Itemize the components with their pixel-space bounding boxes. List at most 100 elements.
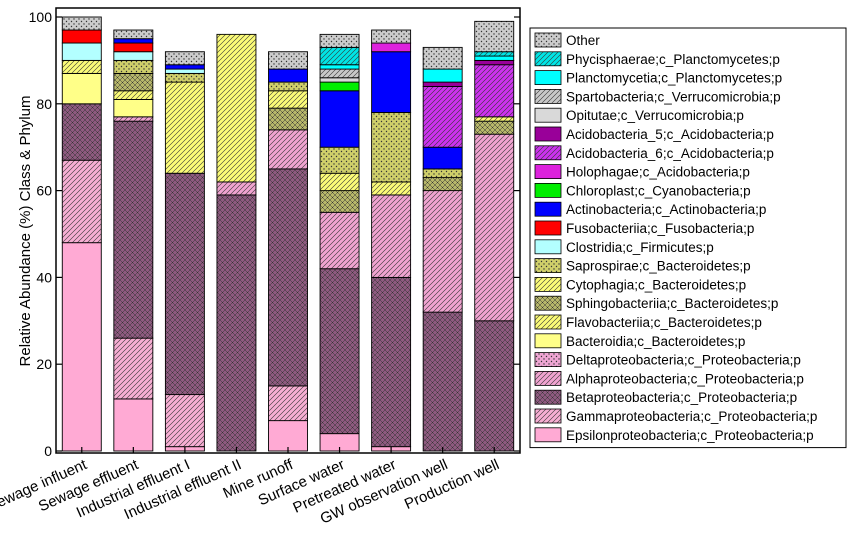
bar-segment xyxy=(474,51,515,57)
legend-entry: Saprospirae;c_Bacteroidetes;p xyxy=(566,259,751,274)
bar-segment xyxy=(422,146,463,170)
legend-entry: Epsilonproteobacteria;c_Proteobacteria;p xyxy=(566,428,814,443)
legend-swatch xyxy=(534,201,562,217)
bar-segment xyxy=(268,90,308,109)
bar-segment xyxy=(371,194,412,278)
legend-swatch xyxy=(534,295,562,311)
bar-segment xyxy=(371,112,412,183)
bar-segment xyxy=(422,177,463,192)
bar-segment xyxy=(319,90,360,148)
bar-segment xyxy=(268,129,308,170)
bar-segment xyxy=(422,46,463,70)
bar-segment xyxy=(422,68,463,83)
bar-segment xyxy=(268,107,308,131)
bar-segment xyxy=(61,72,102,105)
bars-group xyxy=(61,16,515,452)
legend-swatch xyxy=(534,51,562,67)
bar-segment xyxy=(474,20,515,53)
bar-segment xyxy=(113,337,154,400)
bar-segment xyxy=(113,116,154,122)
legend-entry: Cytophagia;c_Bacteroidetes;p xyxy=(566,277,746,292)
bar-segment xyxy=(319,268,360,435)
bar-segment xyxy=(164,68,205,74)
legend-swatch xyxy=(534,258,562,274)
legend-swatch xyxy=(534,164,562,180)
bar-segment xyxy=(319,33,360,48)
bar-segment xyxy=(61,42,102,61)
legend-swatch xyxy=(534,370,562,386)
bar-segment xyxy=(268,420,308,452)
legend-entry: Phycisphaerae;c_Planctomycetes;p xyxy=(566,52,780,67)
bar-segment xyxy=(164,72,205,83)
legend-swatch xyxy=(534,389,562,405)
legend-entry: Clostridia;c_Firmicutes;p xyxy=(566,240,714,255)
legend-entry: Acidobacteria_6;c_Acidobacteria;p xyxy=(566,146,774,161)
legend-entry: Actinobacteria;c_Actinobacteria;p xyxy=(566,202,766,217)
bar-segment xyxy=(113,398,154,452)
legend-swatch xyxy=(534,182,562,198)
bar-segment xyxy=(474,64,515,118)
y-tick-label: 100 xyxy=(29,9,53,25)
legend-swatch xyxy=(534,239,562,255)
y-tick-label: 40 xyxy=(36,269,52,285)
legend-entry: Planctomycetia;c_Planctomycetes;p xyxy=(566,71,782,86)
y-tick-label: 20 xyxy=(36,356,52,372)
bar-segment xyxy=(474,55,515,61)
bar-segment xyxy=(319,172,360,192)
legend-swatch xyxy=(534,145,562,161)
bar-segment xyxy=(113,59,154,74)
bar-segment xyxy=(268,68,308,83)
bar-segment xyxy=(164,394,205,448)
legend-swatch xyxy=(534,352,562,368)
bar-segment xyxy=(474,133,515,322)
bar-segment xyxy=(113,90,154,100)
bar-segment xyxy=(216,33,257,183)
bar-segment xyxy=(319,211,360,270)
legend: Other Phycisphaerae;c_Planctomycetes;p Pla… xyxy=(529,27,847,449)
bar-segment xyxy=(371,181,412,196)
bar-segment xyxy=(319,81,360,92)
bar-segment xyxy=(371,51,412,113)
legend-swatch xyxy=(534,427,562,443)
bar-segment xyxy=(216,194,257,452)
bar-segment xyxy=(61,159,102,244)
y-axis-label: Relative Abundance (%) Class & Phylum xyxy=(17,96,34,367)
bar-segment xyxy=(61,242,102,452)
legend-swatch xyxy=(534,126,562,142)
bar-segment xyxy=(164,51,205,66)
legend-swatch xyxy=(534,107,562,123)
legend-swatch xyxy=(534,276,562,292)
y-tick-label: 80 xyxy=(36,96,52,112)
y-tick-label: 60 xyxy=(36,183,52,199)
legend-swatch xyxy=(534,314,562,330)
bar-segment xyxy=(422,168,463,179)
bar-segment xyxy=(268,51,308,70)
legend-swatch xyxy=(534,70,562,85)
bar-segment xyxy=(319,68,360,79)
bar-segment xyxy=(422,85,463,148)
bar-segment xyxy=(422,81,463,87)
bar-segment xyxy=(113,51,154,61)
bar-segment xyxy=(371,29,412,44)
bar-segment xyxy=(371,276,412,448)
bar-segment xyxy=(268,168,308,387)
bar-segment xyxy=(113,99,154,118)
bar-segment xyxy=(371,42,412,53)
bar-segment xyxy=(474,59,515,66)
legend-entry: Deltaproteobacteria;c_Proteobacteria;p xyxy=(566,353,801,368)
bar-segment xyxy=(319,190,360,213)
legend-entry: Spartobacteria;c_Verrucomicrobia;p xyxy=(566,89,781,104)
legend-swatch xyxy=(534,333,562,349)
bar-segment xyxy=(474,116,515,122)
bar-segment xyxy=(319,77,360,83)
legend-entry: Holophagae;c_Acidobacteria;p xyxy=(566,165,750,180)
legend-swatch xyxy=(534,32,562,48)
legend-swatch xyxy=(534,89,562,104)
bar-segment xyxy=(61,29,102,44)
bar-segment xyxy=(61,16,102,31)
bar-segment xyxy=(422,311,463,452)
legend-swatch xyxy=(534,220,562,236)
